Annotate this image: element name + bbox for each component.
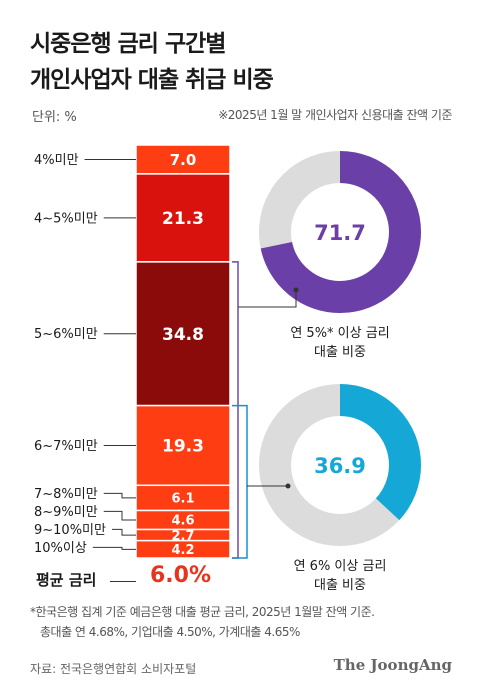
category-label-6: 8~9%미만 <box>34 505 98 520</box>
category-leader-7 <box>111 528 136 536</box>
donut-slice-2 <box>259 384 421 546</box>
footnote-line-2: 총대출 연 4.68%, 기업대출 4.50%, 가계대출 4.65% <box>40 625 300 639</box>
category-leader-8 <box>92 546 136 550</box>
base-note: ※2025년 1월 말 개인사업자 신용대출 잔액 기준 <box>218 108 452 122</box>
donut-caption-2-line-1: 연 6% 이상 금리 <box>294 559 387 574</box>
unit-label: 단위: % <box>32 110 77 125</box>
donut-leader-dot-1 <box>293 287 299 293</box>
publisher-logo: The JoongAng <box>333 656 452 674</box>
footnote-line-1: *한국은행 집계 기준 예금은행 대출 평균 금리, 2025년 1월말 잔액 … <box>30 605 375 619</box>
average-rate-leader <box>110 581 136 582</box>
donut-caption-2-line-2: 대출 비중 <box>314 578 366 593</box>
source-label: 자료: 전국은행연합회 소비자포털 <box>30 662 197 676</box>
donut-leader-dot-2 <box>285 483 291 489</box>
donut-caption-1-line-2: 대출 비중 <box>314 345 366 360</box>
bracket-6pct <box>232 404 248 559</box>
bar-value-label-1: 7.0 <box>170 151 197 169</box>
category-label-1: 4%미만 <box>34 153 79 168</box>
category-label-5: 7~8%미만 <box>34 487 98 502</box>
category-label-2: 4~5%미만 <box>34 211 98 226</box>
average-rate-label: 평균 금리 <box>36 571 97 589</box>
category-label-4: 6~7%미만 <box>34 439 98 454</box>
bar-value-label-6: 4.6 <box>171 514 194 529</box>
footnote: *한국은행 집계 기준 예금은행 대출 평균 금리, 2025년 1월말 잔액 … <box>30 602 375 642</box>
chart-title: 시중은행 금리 구간별 개인사업자 대출 취급 비중 <box>30 26 274 98</box>
donut-value-label-1: 71.7 <box>314 221 366 245</box>
category-label-7: 9~10%미만 <box>34 523 106 538</box>
bar-value-label-5: 6.1 <box>171 492 194 507</box>
bar-value-label-4: 19.3 <box>162 437 204 457</box>
average-rate-value: 6.0% <box>150 563 212 588</box>
bar-value-label-3: 34.8 <box>162 325 204 345</box>
category-leader-5 <box>103 492 136 499</box>
bar-segment-2 <box>135 173 231 263</box>
category-label-8: 10%이상 <box>34 541 87 556</box>
donut-slice-1 <box>259 151 421 313</box>
donut-leader-1 <box>238 290 297 308</box>
donut-value-label-2: 36.9 <box>314 454 366 478</box>
category-label-3: 5~6%미만 <box>34 327 98 342</box>
title-line-2: 개인사업자 대출 취급 비중 <box>30 67 274 93</box>
donut-caption-1-line-1: 연 5%* 이상 금리 <box>290 326 389 341</box>
bracket-5pct <box>232 261 239 559</box>
bar-value-label-8: 4.2 <box>171 543 194 558</box>
category-leader-6 <box>103 510 136 521</box>
bar-value-label-2: 21.3 <box>162 209 204 229</box>
title-line-1: 시중은행 금리 구간별 <box>30 31 226 57</box>
